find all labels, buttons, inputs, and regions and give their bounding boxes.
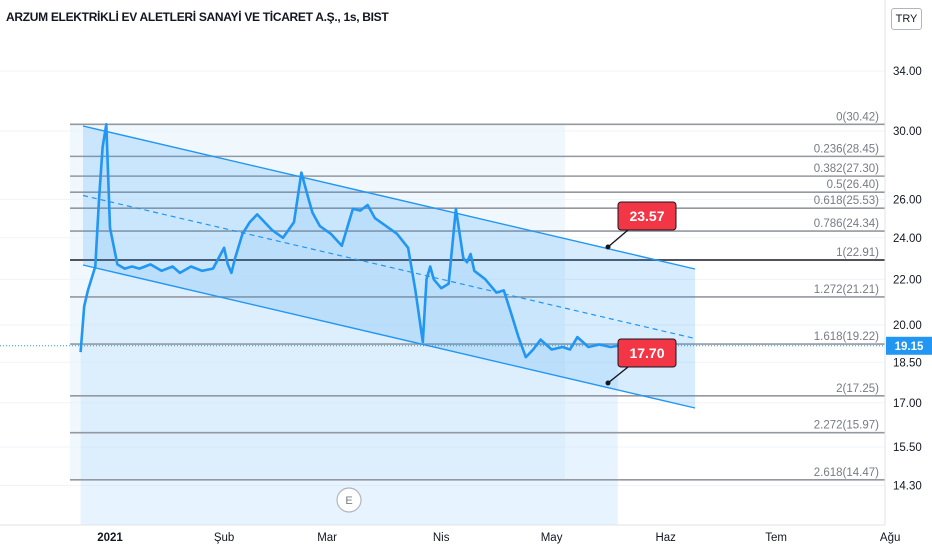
upper-channel-label-anchor (605, 244, 611, 250)
channel-mid-line[interactable] (82, 194, 696, 340)
price-tick-label: 15.50 (893, 442, 922, 454)
time-tick-label: Haz (655, 532, 676, 544)
lower-channel-label-box[interactable] (617, 338, 677, 368)
price-area-fill (80, 124, 618, 526)
symbol-title: ARZUM ELEKTRİKLİ EV ALETLERİ SANAYİ VE T… (6, 10, 389, 24)
lower-channel-label-value: 17.70 (629, 345, 664, 361)
upper-channel-label-value: 23.57 (629, 208, 664, 224)
fib-level-label: 0.236(28.45) (814, 143, 879, 155)
time-tick-label: Nis (433, 532, 450, 544)
fib-level-label: 2(17.25) (836, 383, 879, 395)
price-tick-label: 18.50 (893, 357, 922, 369)
channel-upper-line[interactable] (82, 125, 696, 270)
fib-level-label: 0.5(26.40) (827, 179, 880, 191)
time-tick-label: Ağu (880, 532, 900, 544)
time-tick-label: 2021 (97, 532, 123, 544)
channel-lower-line[interactable] (82, 264, 696, 409)
lower-channel-label-anchor (605, 380, 611, 386)
upper-channel-label-box[interactable] (617, 201, 677, 231)
lower-channel-label-pointer (607, 366, 629, 384)
price-tick-label: 24.00 (893, 233, 922, 245)
price-tick-label: 30.00 (893, 126, 922, 138)
price-tick-label: 34.00 (893, 66, 922, 78)
time-tick-label: May (541, 532, 563, 544)
channel-fill (83, 126, 695, 408)
upper-channel-label-pointer (607, 229, 629, 248)
currency-button[interactable]: TRY (891, 8, 922, 30)
fib-level-label: 0.786(24.34) (814, 218, 879, 230)
price-tick-label: 26.00 (893, 194, 922, 206)
fib-level-label: 2.618(14.47) (814, 467, 879, 479)
current-price-tag (886, 336, 932, 355)
price-tick-label: 14.30 (893, 481, 922, 493)
price-tick-label: 20.00 (893, 320, 922, 332)
price-tick-label: 17.00 (893, 398, 922, 410)
fib-level-label: 1(22.91) (836, 247, 879, 259)
fib-level-label: 0.382(27.30) (814, 163, 879, 175)
price-tick-label: 22.00 (893, 274, 922, 286)
time-tick-label: Şub (214, 532, 234, 544)
earnings-marker-label: E (345, 495, 352, 507)
fib-zone-shade (70, 124, 565, 480)
time-tick-label: Tem (765, 532, 787, 544)
fib-level-label: 2.272(15.97) (814, 420, 879, 432)
time-tick-label: Mar (317, 532, 337, 544)
fib-level-label: 1.618(19.22) (814, 331, 879, 343)
earnings-marker[interactable] (336, 487, 362, 513)
price-line[interactable] (79, 123, 619, 359)
fib-level-label: 1.272(21.21) (814, 284, 879, 296)
fib-level-label: 0.618(25.53) (814, 195, 879, 207)
current-price-label: 19.15 (895, 341, 924, 353)
fib-level-label: 0(30.42) (836, 111, 879, 123)
